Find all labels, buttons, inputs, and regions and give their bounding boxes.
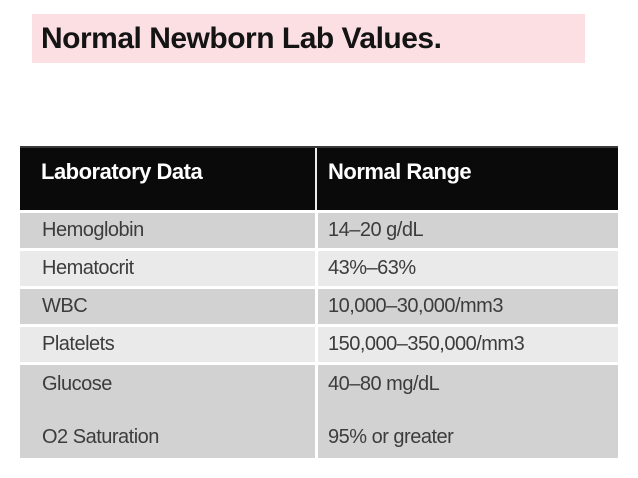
table-row-platelets: Platelets 150,000–350,000/mm3 (20, 327, 618, 362)
table-row-glucose: Glucose 40–80 mg/dL (20, 365, 618, 411)
row-value: 43%–63% (315, 251, 618, 286)
lab-values-table: Laboratory Data Normal Range Hemoglobin … (20, 146, 618, 458)
row-value: 14–20 g/dL (315, 213, 618, 248)
table-row-hematocrit: Hematocrit 43%–63% (20, 251, 618, 286)
row-label: Hematocrit (20, 251, 315, 286)
row-label: Hemoglobin (20, 213, 315, 248)
page-title: Normal Newborn Lab Values. (41, 22, 442, 55)
table-header-row: Laboratory Data Normal Range (20, 146, 618, 210)
row-value: 150,000–350,000/mm3 (315, 327, 618, 362)
row-value: 10,000–30,000/mm3 (315, 289, 618, 324)
row-value: 40–80 mg/dL (315, 365, 618, 411)
row-label: Glucose (20, 365, 315, 411)
table-row-group-glucose-o2: Glucose 40–80 mg/dL O2 Saturation 95% or… (20, 365, 618, 458)
row-value: 95% or greater (315, 411, 618, 458)
table-row-o2-saturation: O2 Saturation 95% or greater (20, 411, 618, 458)
row-label: O2 Saturation (20, 411, 315, 458)
column-header-normal-range: Normal Range (315, 148, 618, 210)
row-label: WBC (20, 289, 315, 324)
table-row-hemoglobin: Hemoglobin 14–20 g/dL (20, 213, 618, 248)
row-label: Platelets (20, 327, 315, 362)
table-row-wbc: WBC 10,000–30,000/mm3 (20, 289, 618, 324)
column-header-laboratory-data: Laboratory Data (41, 159, 203, 184)
slide-title-banner: Normal Newborn Lab Values. (32, 14, 585, 63)
